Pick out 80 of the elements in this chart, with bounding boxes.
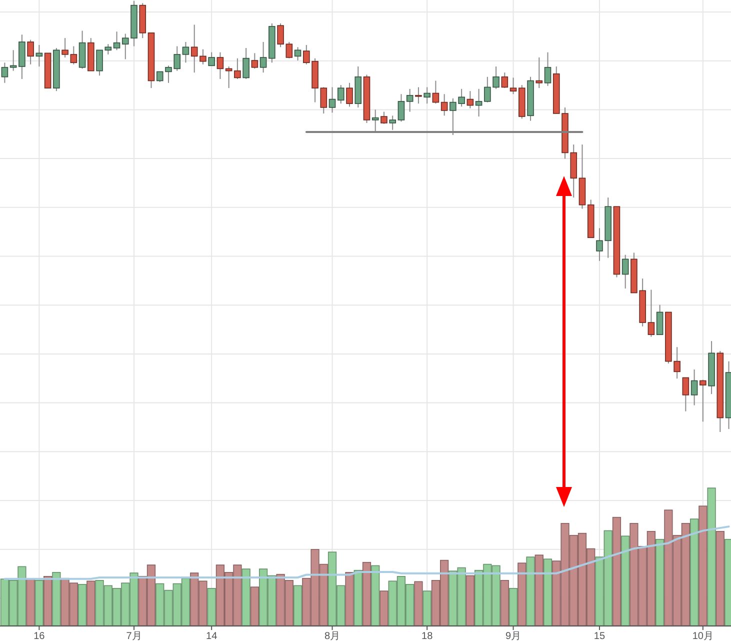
bar [698,506,708,626]
candlestick [690,369,698,406]
x-tick-label: 18 [422,631,434,641]
candlestick [682,377,690,412]
candlestick [475,88,482,118]
bar [534,554,544,626]
x-tick-label: 7月 [126,631,142,641]
candlestick [208,52,215,66]
candlestick [36,44,43,68]
candlestick [70,46,78,65]
candlestick [622,254,629,289]
candlestick [234,58,241,80]
candlestick [501,72,508,89]
candlestick [1,62,8,84]
bar [422,590,432,626]
bar [345,572,354,626]
candlestick [62,38,68,58]
bar [612,516,622,626]
x-tick-label: 16 [34,631,46,641]
bar [707,488,716,626]
candlestick [648,289,655,338]
bar [716,530,724,626]
candlestick [294,46,302,61]
candlestick [544,52,552,86]
candlestick [182,41,190,64]
bar [34,580,44,626]
candlestick [113,31,120,51]
bar [362,562,372,626]
bar [242,568,250,626]
candlestick [415,86,422,104]
candlestick [260,41,267,74]
bar [43,576,52,626]
x-tick-label: 10月 [692,631,714,641]
x-tick-label: 14 [206,631,218,641]
candlestick [398,94,405,122]
bar [508,588,518,626]
candlestick [286,41,293,59]
candlestick [337,84,344,104]
bar [656,538,664,626]
bar [354,570,362,626]
candlestick [346,82,353,108]
candlestick [432,80,440,104]
bar [207,588,216,626]
candlestick [190,24,198,74]
candlestick [440,94,448,116]
candlestick [380,111,388,124]
candlestick [466,90,474,109]
candlestick [251,52,258,70]
candlestick [510,77,517,95]
bar [380,590,388,626]
x-tick-label: 15 [594,631,606,641]
bar [371,565,380,626]
bar [621,536,630,626]
bar [250,586,259,626]
candlestick [328,86,336,114]
bar [414,581,423,626]
candlestick [656,304,664,336]
candlestick [200,48,206,65]
candlestick [277,22,284,48]
bar [52,572,61,626]
candlestick [27,39,34,65]
bar [466,575,474,626]
bar [518,562,526,626]
candlestick [536,56,543,89]
bar [500,580,509,626]
bar [78,584,87,626]
bar [543,558,552,626]
candlestick [700,379,706,422]
candlestick [242,47,250,80]
bar [690,518,699,626]
candlestick [216,52,224,80]
candlestick [10,50,17,72]
bar [86,580,96,626]
bar [293,585,302,626]
candlestick [424,86,430,104]
x-tick-label: 9月 [506,631,522,641]
bar [26,578,35,626]
x-tick-label: 8月 [324,631,340,641]
bar [526,556,535,626]
candlestick [406,88,414,112]
